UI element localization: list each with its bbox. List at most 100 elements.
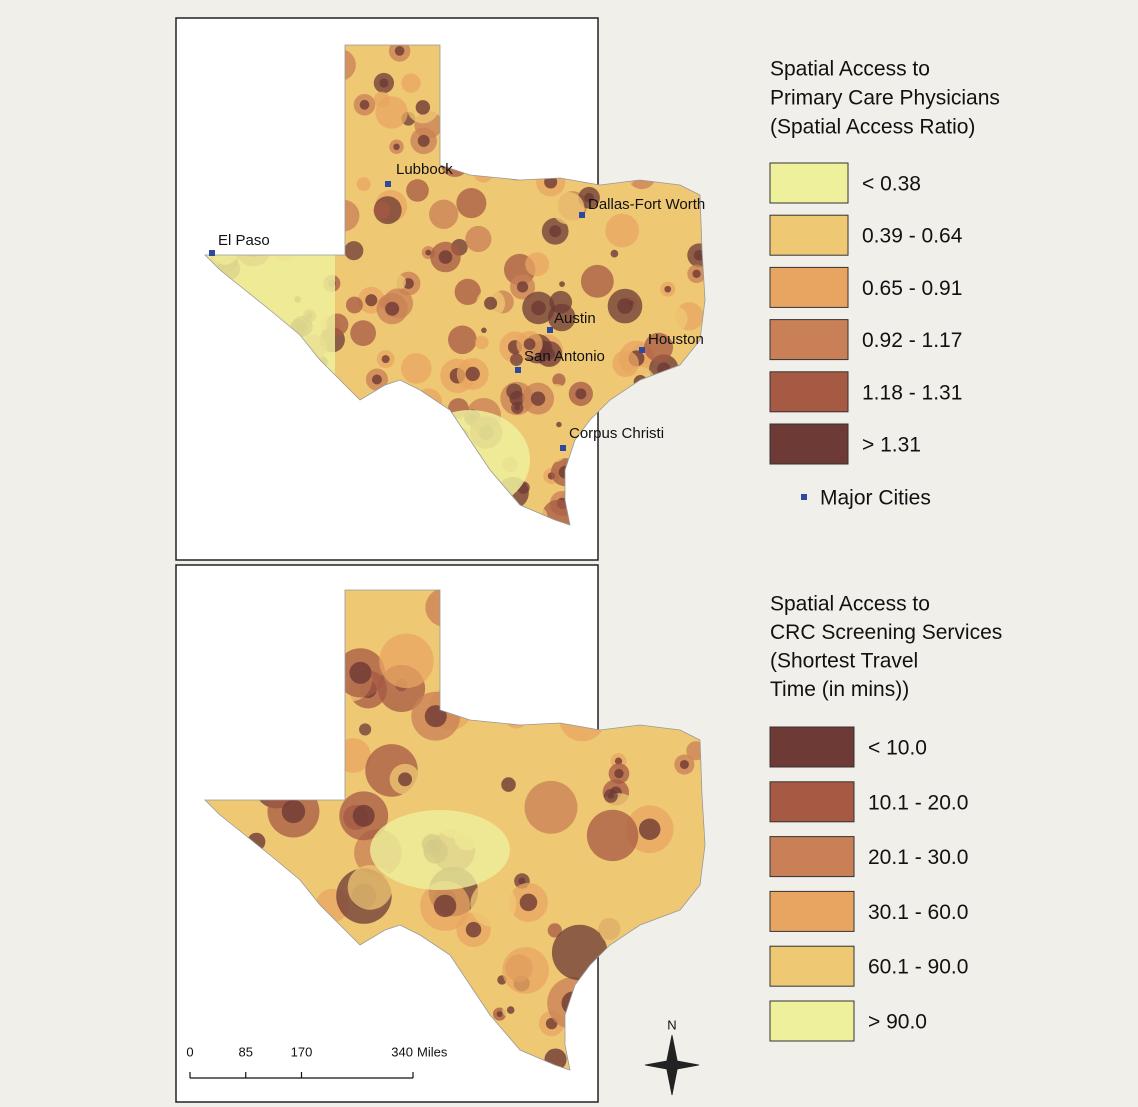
- city-marker: [385, 181, 391, 187]
- access-core: [481, 327, 487, 334]
- access-zone: [615, 166, 635, 187]
- access-zone: [649, 452, 683, 487]
- access-zone: [475, 335, 489, 350]
- city-marker: [639, 347, 645, 353]
- access-zone: [524, 780, 578, 834]
- access-core: [365, 294, 378, 307]
- access-zone: [660, 305, 688, 333]
- access-zone: [391, 274, 406, 290]
- legend-swatch: [769, 423, 849, 465]
- access-core: [646, 96, 658, 108]
- access-zone: [613, 46, 646, 79]
- access-zone: [350, 224, 368, 241]
- legend-label: > 90.0: [868, 1011, 927, 1034]
- access-zone: [648, 641, 675, 668]
- access-zone: [671, 77, 703, 109]
- access-zone: [686, 969, 705, 990]
- access-zone: [330, 357, 355, 381]
- city-marker: [209, 250, 215, 256]
- access-core: [352, 804, 375, 827]
- access-core: [496, 1011, 503, 1018]
- access-core: [379, 78, 389, 88]
- access-core: [639, 449, 650, 460]
- access-zone: [646, 440, 676, 471]
- access-zone: [648, 942, 667, 961]
- access-core: [660, 411, 674, 426]
- access-zone: [470, 881, 517, 927]
- access-core: [631, 86, 643, 98]
- access-core: [514, 404, 521, 411]
- access-zone: [448, 325, 477, 355]
- legend-swatch: [769, 781, 855, 823]
- legend-swatch: [769, 266, 849, 308]
- access-zone: [605, 213, 640, 248]
- access-zone: [539, 434, 568, 463]
- access-core: [669, 377, 684, 392]
- access-zone: [620, 1011, 636, 1028]
- access-zone: [607, 1020, 621, 1034]
- city-marker: [515, 367, 521, 373]
- legend-swatch: [769, 890, 855, 932]
- access-zone: [615, 100, 651, 136]
- city-label: Lubbock: [396, 161, 453, 178]
- access-core: [575, 388, 587, 400]
- access-zone: [525, 252, 550, 277]
- access-core: [403, 278, 414, 289]
- scale-label: 85: [239, 1044, 253, 1059]
- legend-label: 1.18 - 1.31: [862, 381, 962, 404]
- access-zone: [673, 454, 705, 487]
- access-zone: [510, 353, 523, 367]
- access-zone: [649, 382, 678, 411]
- access-zone: [678, 106, 703, 131]
- access-zone: [595, 506, 623, 525]
- access-zone: [552, 373, 566, 387]
- access-zone: [646, 149, 673, 176]
- access-zone: [601, 981, 654, 1034]
- legend-swatch: [769, 162, 849, 204]
- access-zone: [350, 320, 377, 347]
- low-access: [370, 810, 510, 890]
- access-zone: [594, 45, 625, 60]
- access-core: [425, 249, 432, 256]
- access-core: [607, 792, 614, 800]
- legend-title: Time (in mins)): [770, 678, 909, 701]
- legend-label: 0.65 - 0.91: [862, 277, 962, 300]
- access-core: [617, 298, 633, 314]
- access-core: [632, 690, 642, 700]
- access-zone: [657, 445, 693, 480]
- access-core: [433, 894, 457, 918]
- access-core: [438, 250, 453, 264]
- access-core: [385, 301, 400, 316]
- access-zone: [379, 633, 434, 689]
- legend-title: (Shortest Travel: [770, 650, 918, 673]
- access-core: [599, 87, 616, 103]
- access-core: [556, 421, 562, 428]
- access-zone: [644, 332, 674, 362]
- access-core: [516, 281, 529, 293]
- access-zone: [602, 992, 654, 1044]
- city-marker: [547, 327, 553, 333]
- access-core: [523, 338, 536, 351]
- access-core: [501, 777, 516, 792]
- legend-swatch: [769, 214, 849, 256]
- access-zone: [580, 264, 614, 298]
- access-core: [381, 355, 390, 364]
- access-zone: [401, 73, 421, 93]
- city-label: Corpus Christi: [569, 425, 664, 442]
- access-core: [633, 375, 648, 389]
- legend-title: Primary Care Physicians: [770, 87, 1000, 110]
- city-marker: [579, 212, 585, 218]
- legend-label: 30.1 - 60.0: [868, 901, 968, 924]
- access-core: [349, 661, 372, 684]
- access-zone: [506, 383, 523, 400]
- access-zone: [618, 461, 648, 491]
- access-core: [603, 513, 616, 525]
- access-core: [608, 476, 625, 493]
- access-zone: [642, 487, 666, 511]
- access-zone: [502, 947, 549, 994]
- access-core: [624, 1015, 632, 1023]
- access-zone: [637, 136, 668, 168]
- city-label: El Paso: [218, 232, 270, 249]
- legend-label: 10.1 - 20.0: [868, 791, 968, 814]
